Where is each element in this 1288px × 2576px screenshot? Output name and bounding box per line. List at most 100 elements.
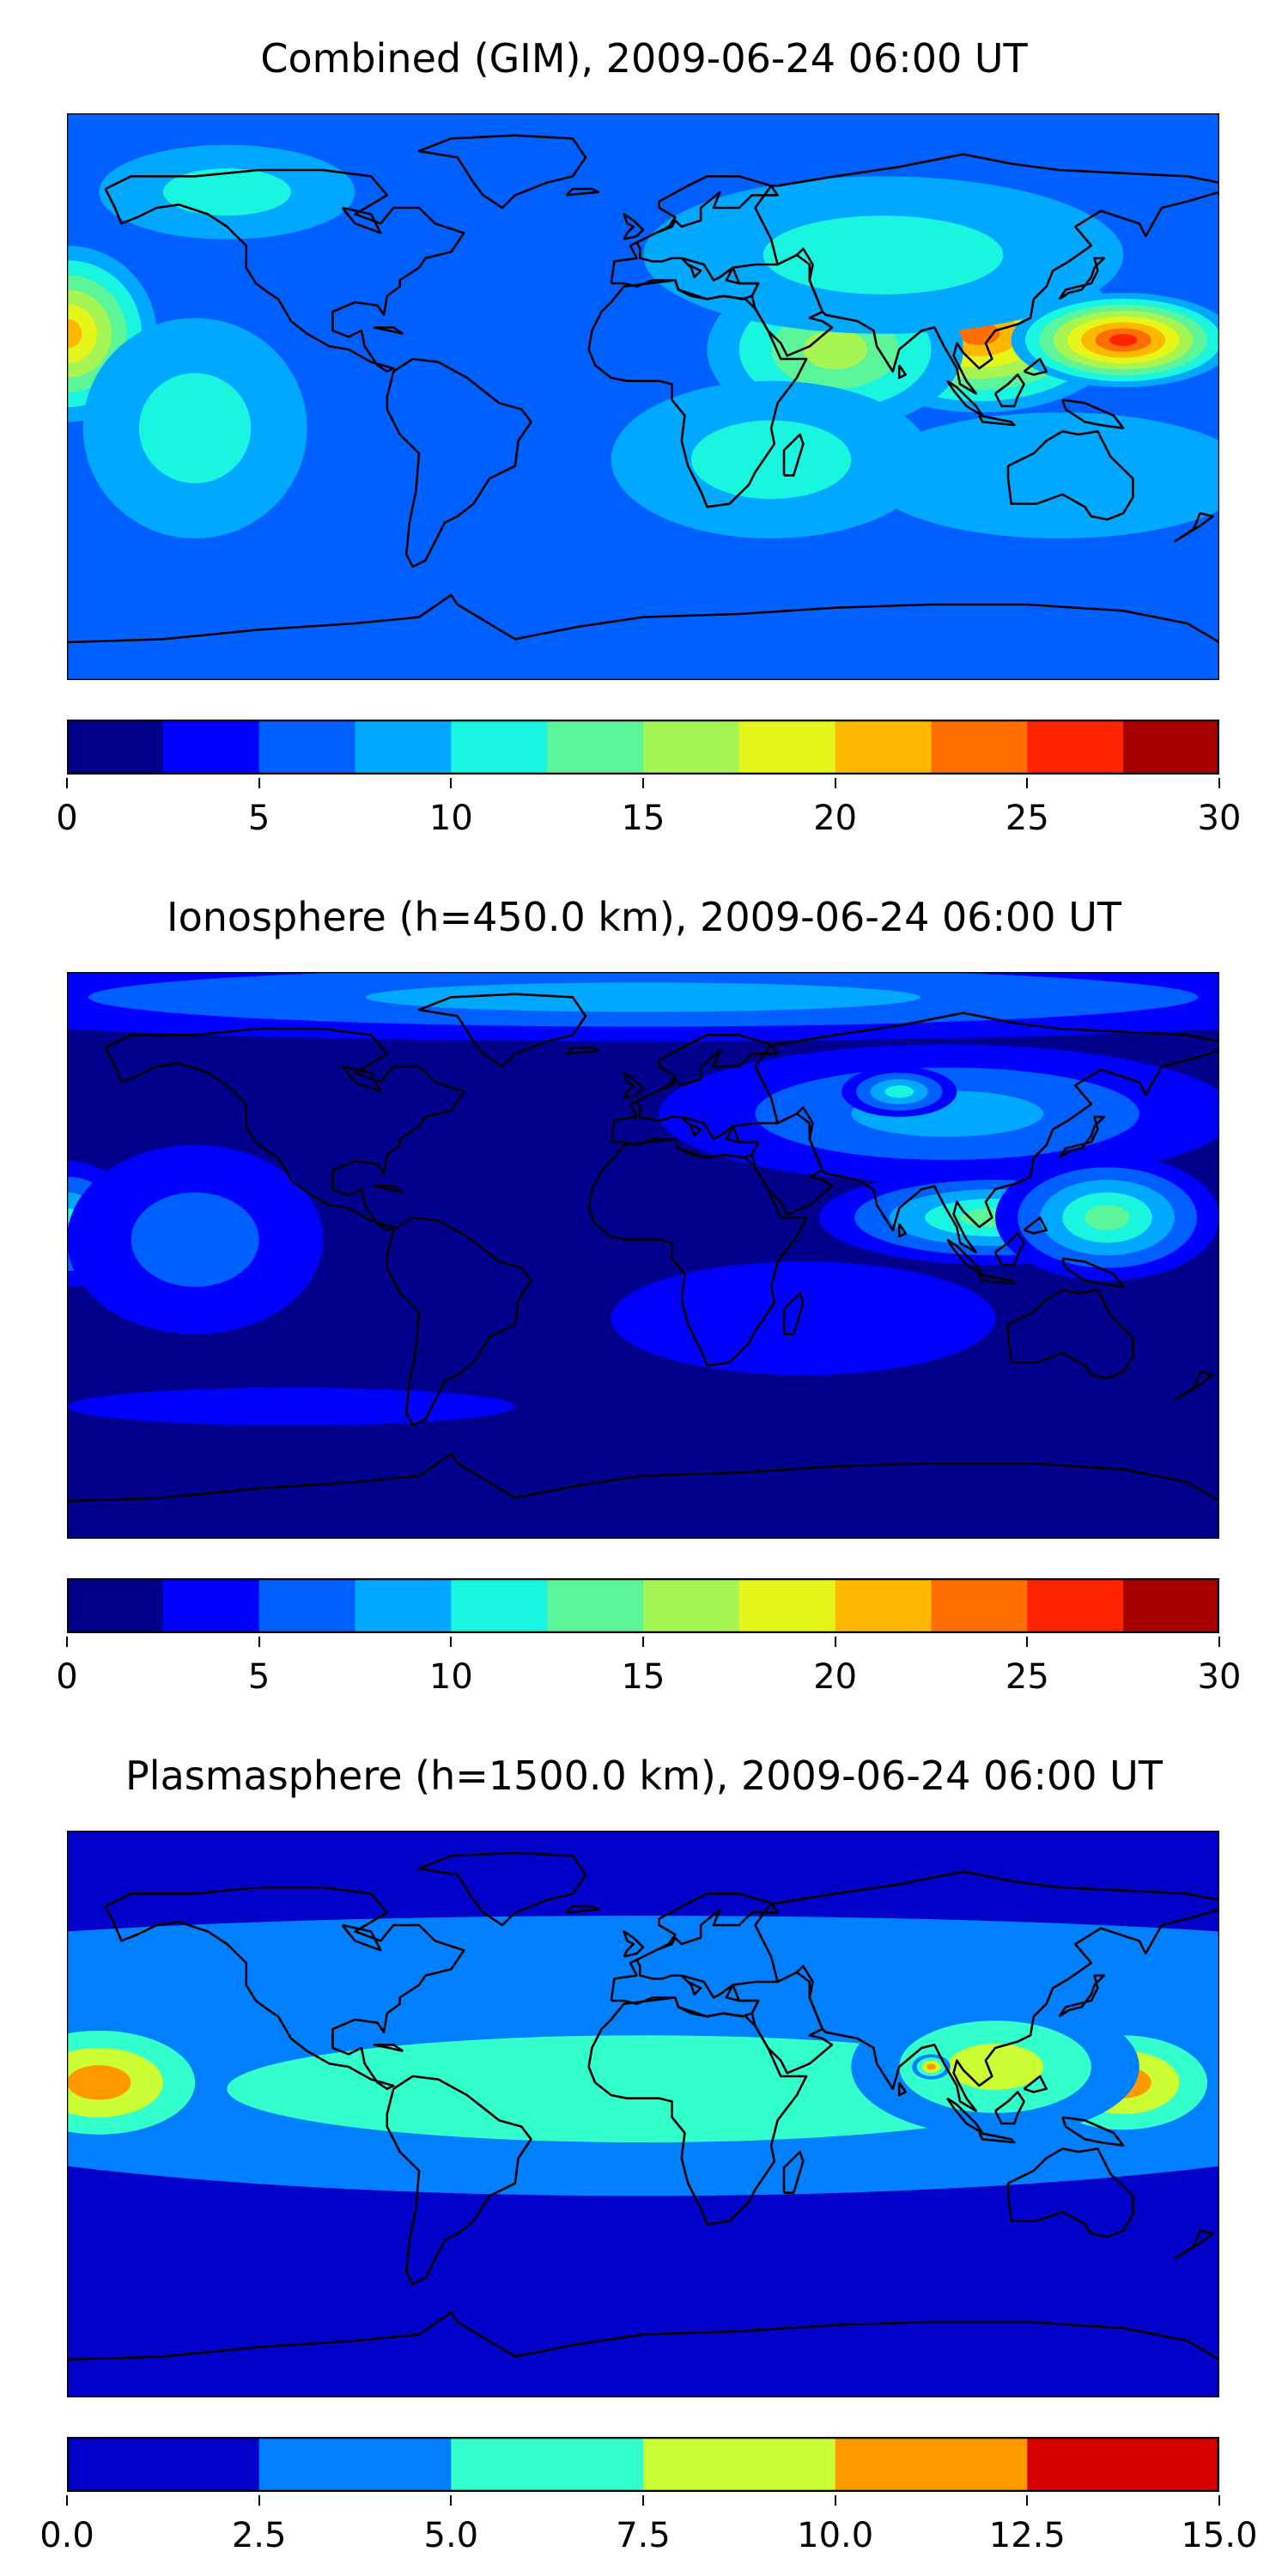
colorbar-tick-label: 30 <box>1197 1657 1242 1697</box>
colorbar-tick-label: 15 <box>621 799 665 838</box>
heatmap-map <box>67 113 1219 680</box>
panel-combined: Combined (GIM), 2009-06-24 06:00 UT 0 5 10… <box>0 0 1288 859</box>
colorbar-ticks: 0 5 10 15 20 25 30 <box>0 1637 1288 1705</box>
heatmap-contour <box>803 330 867 369</box>
colorbar-tick-label: 5 <box>247 1657 270 1697</box>
coastline <box>1024 359 1047 374</box>
panel-ionosphere: Ionosphere (h=450.0 km), 2009-06-24 06:0… <box>0 859 1288 1717</box>
colorbar-tick <box>450 1637 453 1647</box>
colorbar <box>67 2437 1219 2492</box>
coastline <box>343 208 381 233</box>
colorbar-tick-label: 10 <box>428 799 473 838</box>
coastline <box>1060 1117 1104 1158</box>
coastline <box>995 374 1024 406</box>
coastline <box>1008 431 1133 519</box>
heatmap-contour <box>162 168 291 216</box>
coastline <box>899 1224 905 1236</box>
colorbar-segment <box>1123 1578 1219 1633</box>
coastline <box>67 2312 1219 2397</box>
coastline <box>589 1139 806 1365</box>
colorbar-segment <box>1123 720 1219 775</box>
colorbar-segment <box>67 1578 164 1633</box>
coastline <box>784 2152 803 2193</box>
coastline <box>1175 2231 1213 2259</box>
colorbar-tick <box>1026 2495 1029 2506</box>
heatmap-contour <box>365 982 921 1012</box>
colorbar-tick-label: 0.0 <box>39 2516 94 2555</box>
colorbar-segment <box>643 1578 740 1633</box>
chart-title: Combined (GIM), 2009-06-24 06:00 UT <box>260 35 1028 82</box>
coastline <box>67 1454 1219 1539</box>
heatmap-contour <box>67 2065 131 2100</box>
coastline <box>1060 258 1104 300</box>
colorbar-tick-label: 0 <box>56 799 78 838</box>
coastline <box>899 365 905 378</box>
coastline <box>1062 400 1123 428</box>
colorbar-tick <box>66 778 68 788</box>
coastline <box>419 1853 586 1925</box>
coastline <box>784 434 803 476</box>
heatmap-contour <box>690 420 852 500</box>
coastline <box>995 1233 1024 1265</box>
heatmap-contour <box>227 2035 1060 2142</box>
heatmap-contour <box>1109 334 1138 346</box>
coastline <box>567 1048 598 1054</box>
colorbar-segment <box>643 2437 836 2492</box>
colorbar-segment <box>835 720 933 775</box>
heatmap-contour <box>762 216 1004 295</box>
colorbar-tick <box>642 1637 644 1647</box>
heatmap-contour <box>1084 1205 1130 1230</box>
colorbar <box>67 1578 1219 1633</box>
colorbar-segment <box>931 1578 1028 1633</box>
colorbar-segment <box>1027 1578 1124 1633</box>
colorbar-tick-label: 20 <box>813 799 858 838</box>
coastline <box>899 2082 905 2095</box>
colorbar-segment <box>451 2437 644 2492</box>
colorbar-tick <box>258 1637 260 1647</box>
coastline <box>624 1072 643 1097</box>
colorbar-segment <box>67 2437 260 2492</box>
colorbar-segment <box>258 720 356 775</box>
coastline <box>1008 1290 1133 1378</box>
coastline <box>343 1066 381 1091</box>
coastline <box>979 416 1014 425</box>
colorbar-tick <box>1026 778 1029 788</box>
coastline <box>567 1906 598 1912</box>
coastline <box>1175 1372 1213 1400</box>
heatmap-contour <box>67 1916 1219 2029</box>
coastline <box>1062 1259 1123 1287</box>
colorbar-segment <box>258 2437 452 2492</box>
colorbar-tick <box>834 1637 836 1647</box>
colorbar-segment <box>1027 720 1124 775</box>
colorbar-segment <box>162 1578 260 1633</box>
coastline <box>374 1186 404 1192</box>
colorbar-segment <box>451 720 548 775</box>
colorbar-tick-label: 10.0 <box>797 2516 874 2555</box>
colorbar-tick <box>1218 1637 1220 1647</box>
colorbar-segment <box>451 1578 548 1633</box>
colorbar-segment <box>835 2437 1028 2492</box>
colorbar-tick-label: 12.5 <box>988 2516 1066 2555</box>
coastline <box>374 327 404 333</box>
colorbar-tick <box>642 2495 644 2506</box>
coastline <box>106 170 465 372</box>
coastline <box>995 2092 1024 2123</box>
coastline <box>106 1887 465 2089</box>
colorbar-tick <box>66 1637 68 1647</box>
colorbar-segment <box>738 720 836 775</box>
heatmap-contour <box>131 1192 259 1287</box>
colorbar-tick <box>258 778 260 788</box>
coastline <box>67 595 1219 680</box>
heatmap-map <box>67 1831 1219 2397</box>
coastline <box>419 994 586 1066</box>
colorbar-tick-label: 30 <box>1197 799 1242 838</box>
colorbar-tick-label: 0 <box>56 1657 78 1697</box>
colorbar-tick <box>258 2495 260 2506</box>
coastline <box>624 1931 643 1956</box>
colorbar-tick-label: 2.5 <box>231 2516 287 2555</box>
heatmap-contour <box>67 1388 515 1425</box>
coastline <box>1062 2117 1123 2146</box>
coastline <box>387 2076 532 2284</box>
colorbar-tick <box>642 778 644 788</box>
colorbar-segment <box>1027 2437 1219 2492</box>
